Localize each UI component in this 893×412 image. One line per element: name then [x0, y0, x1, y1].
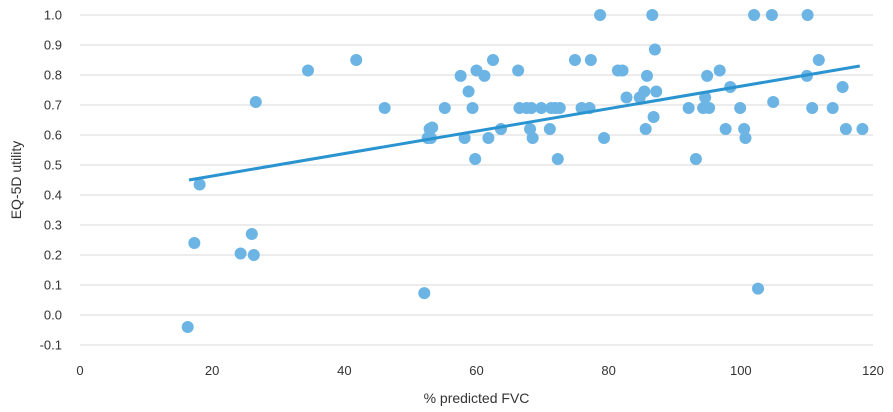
data-point — [839, 123, 852, 135]
y-tick-label: 0.3 — [44, 218, 62, 233]
data-point — [739, 132, 752, 144]
x-tick-label: 20 — [205, 363, 219, 378]
data-point — [482, 132, 495, 144]
trendline — [188, 64, 861, 182]
y-tick-label: 0.6 — [44, 128, 62, 143]
y-tick-label: 0.4 — [44, 188, 62, 203]
x-tick-label: 60 — [469, 363, 483, 378]
data-point — [478, 69, 491, 82]
data-point — [734, 102, 747, 114]
data-point — [378, 102, 391, 114]
x-axis-title: % predicted FVC — [424, 390, 530, 406]
data-point — [487, 54, 500, 66]
data-point — [713, 64, 726, 77]
data-point — [454, 69, 467, 82]
data-point — [181, 321, 194, 333]
data-point — [738, 123, 751, 135]
data-point — [193, 178, 206, 191]
x-tick-label: 120 — [862, 363, 884, 378]
data-point — [701, 69, 714, 82]
y-tick-label: 0.7 — [44, 98, 62, 113]
data-point — [551, 153, 564, 165]
trendline-layer — [188, 64, 861, 182]
x-tick-label: 0 — [76, 363, 83, 378]
data-point — [526, 132, 539, 144]
data-point — [426, 121, 439, 134]
data-point — [620, 91, 633, 104]
data-point — [646, 9, 659, 21]
data-point — [638, 85, 651, 98]
y-tick-label: 0.2 — [44, 248, 62, 263]
data-point — [249, 96, 262, 108]
x-tick-label: 40 — [337, 363, 351, 378]
x-tick-label: 100 — [730, 363, 752, 378]
data-points — [181, 9, 869, 333]
data-point — [462, 85, 475, 98]
data-point — [699, 91, 712, 104]
data-point — [640, 69, 653, 82]
data-point — [639, 123, 652, 135]
data-point — [836, 81, 849, 93]
data-point — [826, 102, 839, 114]
data-point — [301, 64, 314, 77]
data-point — [350, 54, 363, 66]
data-point — [543, 123, 556, 135]
y-axis-title: EQ-5D utility — [8, 141, 24, 220]
data-point — [719, 123, 732, 135]
data-point — [682, 102, 695, 114]
data-point — [418, 287, 431, 300]
data-point — [703, 102, 716, 114]
data-point — [616, 64, 629, 77]
data-point — [648, 43, 661, 56]
data-point — [767, 96, 780, 108]
data-point — [512, 64, 525, 77]
data-point — [234, 247, 247, 260]
data-point — [806, 102, 819, 114]
y-tick-label: 0.5 — [44, 158, 62, 173]
data-point — [752, 282, 765, 295]
data-point — [765, 9, 778, 21]
data-point — [812, 54, 825, 66]
data-point — [525, 102, 538, 114]
data-point — [438, 102, 451, 114]
data-point — [650, 85, 663, 98]
data-point — [466, 102, 479, 114]
data-point — [801, 9, 814, 21]
data-point — [584, 54, 597, 66]
y-tick-label: 0.9 — [44, 38, 62, 53]
data-point — [524, 123, 537, 135]
y-tick-label: 1.0 — [44, 8, 62, 23]
data-point — [568, 54, 581, 66]
data-point — [594, 9, 607, 21]
x-tick-label: 80 — [601, 363, 615, 378]
data-point — [188, 237, 201, 249]
data-point — [245, 228, 258, 240]
y-axis-ticks: -0.1 0.0 0.1 0.2 0.3 0.4 0.5 0.6 0.7 0.8 0.9 1.0 — [40, 8, 62, 353]
data-point — [598, 132, 611, 144]
y-tick-label: 0.1 — [44, 278, 62, 293]
y-tick-label: 0.8 — [44, 68, 62, 83]
data-point — [856, 123, 869, 135]
y-tick-label: 0.0 — [44, 308, 62, 323]
data-point — [247, 249, 260, 261]
data-point — [748, 9, 761, 21]
data-point — [553, 102, 566, 114]
y-tick-label: -0.1 — [40, 338, 62, 353]
x-axis-ticks: 0 20 40 60 80 100 120 — [76, 363, 883, 378]
data-point — [647, 111, 660, 123]
data-point — [469, 153, 482, 165]
data-point — [535, 102, 548, 114]
data-point — [689, 153, 702, 165]
